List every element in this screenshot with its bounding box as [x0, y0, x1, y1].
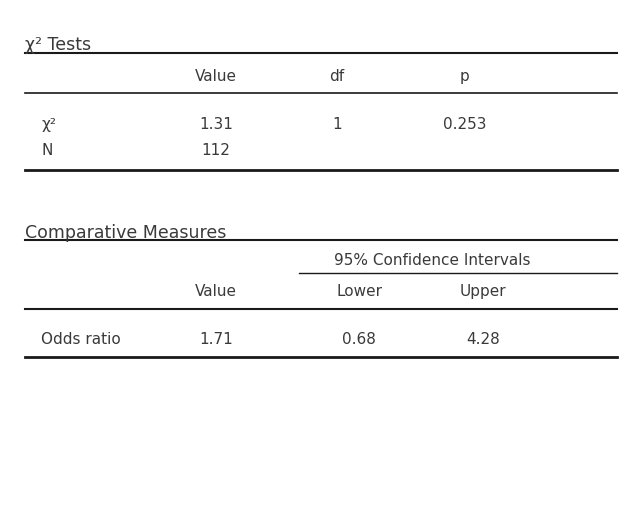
- Text: 1.31: 1.31: [199, 117, 233, 132]
- Text: χ² Tests: χ² Tests: [25, 36, 92, 53]
- Text: 1: 1: [332, 117, 342, 132]
- Text: Value: Value: [195, 69, 237, 84]
- Text: 112: 112: [202, 143, 231, 158]
- Text: χ²: χ²: [41, 117, 57, 132]
- Text: Lower: Lower: [336, 284, 382, 299]
- Text: Comparative Measures: Comparative Measures: [25, 224, 227, 242]
- Text: 4.28: 4.28: [466, 331, 501, 346]
- Text: 95% Confidence Intervals: 95% Confidence Intervals: [335, 252, 530, 267]
- Text: Odds ratio: Odds ratio: [41, 331, 121, 346]
- Text: Value: Value: [195, 284, 237, 299]
- Text: N: N: [41, 143, 53, 158]
- Text: df: df: [329, 69, 345, 84]
- Text: p: p: [459, 69, 469, 84]
- Text: 0.253: 0.253: [443, 117, 486, 132]
- Text: Upper: Upper: [460, 284, 507, 299]
- Text: 0.68: 0.68: [342, 331, 377, 346]
- Text: 1.71: 1.71: [199, 331, 233, 346]
